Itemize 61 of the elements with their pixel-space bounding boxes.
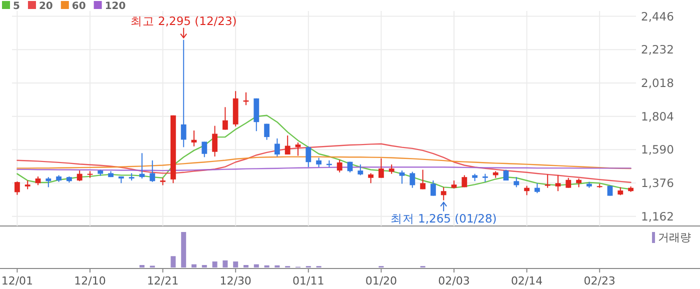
candlestick bbox=[180, 39, 186, 148]
line-series bbox=[16, 143, 632, 183]
x-tick-label: 12/21 bbox=[146, 274, 179, 288]
bar bbox=[170, 256, 176, 268]
candlestick bbox=[358, 164, 364, 176]
y-tick-label: 2,018 bbox=[641, 76, 674, 90]
candlestick bbox=[316, 157, 322, 168]
y-tick-label: 2,232 bbox=[641, 42, 674, 57]
candlestick bbox=[399, 170, 405, 184]
candlestick bbox=[264, 123, 270, 140]
x-tick-label: 12/10 bbox=[74, 274, 106, 288]
x-tick-label: 02/23 bbox=[584, 274, 616, 288]
candlestick bbox=[544, 174, 550, 188]
candlestick bbox=[524, 185, 530, 196]
x-tick-label: 01/20 bbox=[365, 274, 398, 288]
candlestick bbox=[566, 177, 572, 188]
bar bbox=[222, 260, 228, 268]
candlestick bbox=[388, 164, 394, 174]
candlestick bbox=[378, 158, 384, 178]
candlestick bbox=[555, 174, 561, 192]
candlestick bbox=[336, 159, 342, 173]
candlestick bbox=[76, 170, 82, 182]
legend-label: 거래량 bbox=[658, 231, 691, 244]
x-tick-label: 02/03 bbox=[438, 274, 470, 288]
y-tick-label: 1,590 bbox=[641, 142, 674, 157]
legend-label: 60 bbox=[72, 1, 86, 12]
candlestick bbox=[410, 171, 416, 188]
candlestick bbox=[254, 98, 260, 132]
candlestick bbox=[46, 176, 52, 188]
bar bbox=[233, 261, 238, 268]
y-tick-label: 1,162 bbox=[641, 209, 674, 224]
x-tick-label: 12/01 bbox=[1, 274, 34, 288]
bar bbox=[192, 264, 196, 268]
candlestick bbox=[306, 146, 312, 168]
candlestick bbox=[202, 141, 208, 158]
candlestick bbox=[274, 138, 280, 158]
candlestick bbox=[222, 106, 228, 130]
candlestick bbox=[150, 160, 156, 182]
candlestick bbox=[420, 169, 426, 190]
candlestick bbox=[440, 186, 446, 201]
candlestick bbox=[534, 182, 540, 194]
candlestick bbox=[368, 172, 374, 184]
candlestick bbox=[14, 180, 20, 196]
legend-label: 120 bbox=[104, 1, 126, 12]
legend-label: 5 bbox=[13, 1, 20, 12]
candlestick bbox=[430, 180, 436, 196]
bar bbox=[181, 232, 186, 268]
candlestick bbox=[514, 176, 520, 188]
bar bbox=[212, 261, 218, 268]
annotation: 최고 2,295 (12/23) bbox=[130, 14, 237, 28]
y-tick-label: 1,376 bbox=[641, 176, 674, 190]
annotation: 최저 1,265 (01/28) bbox=[390, 211, 497, 226]
x-tick-label: 01/11 bbox=[292, 274, 324, 288]
bar bbox=[254, 264, 259, 268]
x-tick-label: 12/30 bbox=[220, 274, 252, 288]
x-tick-label: 02/14 bbox=[510, 274, 543, 288]
legend-label: 20 bbox=[38, 1, 53, 12]
candlestick bbox=[284, 134, 290, 155]
candlestick bbox=[212, 125, 218, 158]
y-tick-label: 2,446 bbox=[641, 9, 674, 24]
y-tick-label: 1,804 bbox=[641, 109, 674, 124]
